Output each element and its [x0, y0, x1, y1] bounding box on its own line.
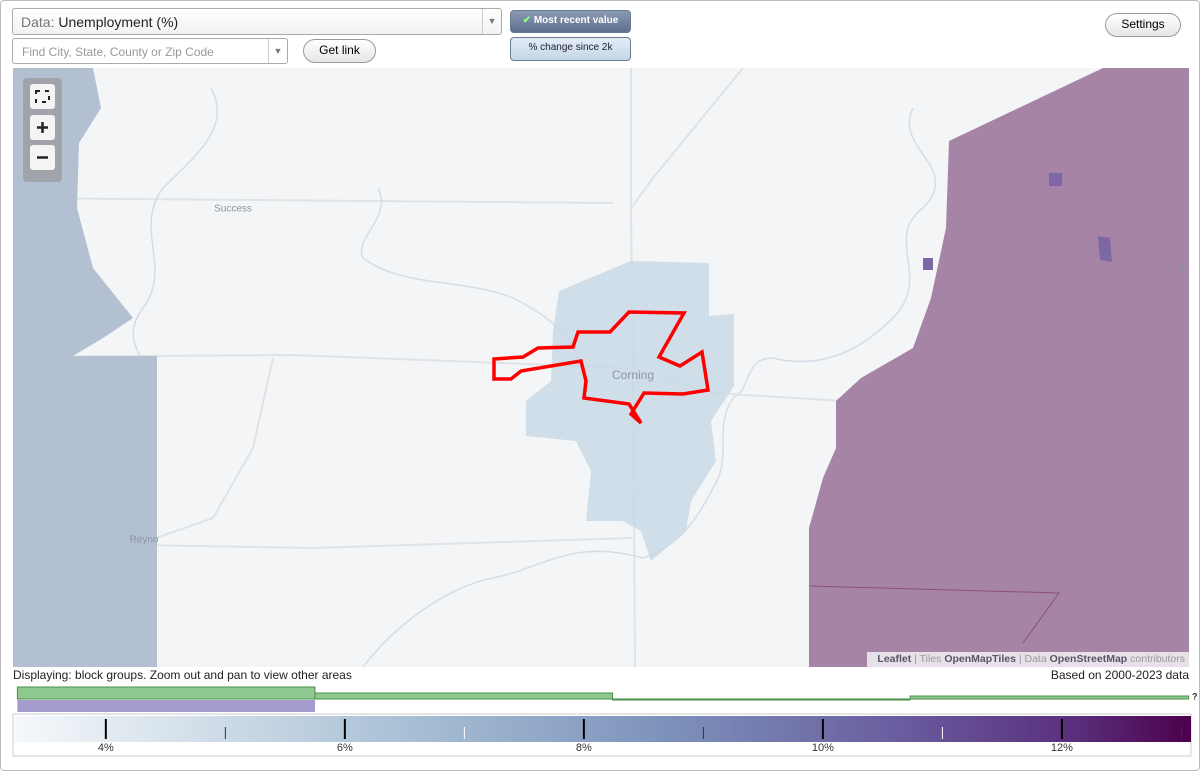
attribution: Leaflet | Tiles OpenMapTiles | Data Open… [867, 652, 1189, 667]
histogram-selected-bar [17, 700, 315, 712]
place-label: Success [214, 204, 252, 215]
selected-outline [492, 310, 711, 425]
legend-gradient [15, 716, 1191, 742]
zoom-in-icon [37, 122, 48, 133]
region-high [809, 68, 1189, 667]
legend-tick-label: 4% [98, 742, 114, 754]
attribution-link[interactable]: OpenStreetMap [1049, 653, 1128, 665]
zoom-controls [23, 78, 62, 182]
legend-tick-label: 8% [576, 742, 592, 754]
most-recent-label: Most recent value [533, 15, 619, 26]
most-recent-button[interactable]: ✔ Most recent value [510, 10, 631, 33]
search-placeholder: Find City, State, County or Zip Code [22, 45, 214, 59]
separator: | [914, 653, 917, 665]
legend-tick-label: 12% [1051, 742, 1073, 754]
attribution-text: contributors [1130, 653, 1185, 665]
help-icon[interactable]: ? [1192, 691, 1198, 701]
histogram-bar [612, 698, 911, 701]
attribution-link[interactable]: OpenMapTiles [944, 653, 1016, 665]
legend-tick-label: 6% [337, 742, 353, 754]
fit-button[interactable] [30, 84, 55, 109]
fit-icon [35, 90, 50, 103]
data-value: Unemployment (%) [58, 14, 179, 30]
search-input[interactable]: Find City, State, County or Zip Code ▼ [12, 38, 288, 64]
data-years: Based on 2000-2023 data [1050, 668, 1189, 682]
legend: 4% 6% 8% 10% 12%? [12, 686, 1198, 757]
settings-button[interactable]: Settings [1105, 13, 1181, 37]
separator: | [1018, 653, 1022, 665]
histogram-bar [909, 695, 1190, 700]
dropdown-arrow[interactable]: ▼ [482, 9, 501, 34]
map[interactable]: Success Corning Reyno M [13, 68, 1189, 667]
data-select[interactable]: Data: Unemployment (%) ▼ [12, 8, 502, 35]
place-label: M [1179, 264, 1187, 275]
status-text: Displaying: block groups. Zoom out and p… [13, 668, 352, 682]
histogram-bar [16, 686, 316, 700]
place-label: Reyno [130, 535, 159, 546]
pct-change-button[interactable]: % change since 2k [510, 37, 631, 61]
search-arrow[interactable]: ▼ [268, 39, 287, 63]
region-low [13, 68, 157, 667]
attribution-text: Data [1024, 653, 1047, 665]
region-border [808, 585, 1060, 644]
histogram-bar [314, 692, 614, 700]
legend-tick-label: 10% [812, 742, 834, 754]
attribution-link[interactable]: Leaflet [877, 653, 912, 665]
place-label: Corning [612, 368, 654, 382]
get-link-button[interactable]: Get link [303, 39, 376, 63]
attribution-text: Tiles [919, 653, 942, 665]
check-icon: ✔ [522, 15, 532, 26]
place-labels: Success Corning Reyno M [130, 204, 1188, 546]
data-label: Data: [21, 14, 55, 30]
